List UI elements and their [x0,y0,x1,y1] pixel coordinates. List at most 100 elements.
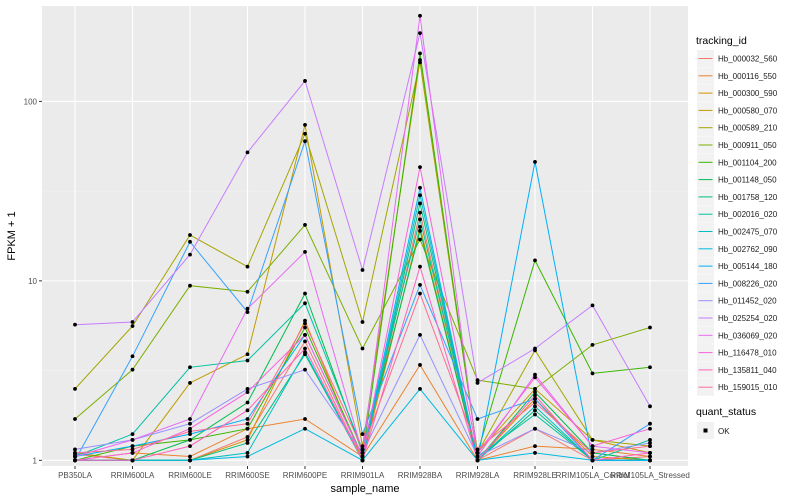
data-point [533,393,537,398]
data-point [188,458,192,463]
data-point [648,365,652,370]
data-point [648,325,652,330]
data-point [475,458,480,463]
data-point [590,342,595,347]
x-tick-label: RRIM600PE [283,471,327,480]
data-point [418,51,422,56]
data-point [188,437,192,442]
data-point [245,454,250,459]
data-point [418,264,422,269]
data-point [245,408,250,413]
x-tick-label: PB350LA [58,471,92,480]
legend-label: Hb_159015_010 [718,383,778,392]
data-point [418,193,422,198]
data-point [360,432,365,437]
data-point [245,421,250,426]
data-point [533,258,537,263]
data-point [648,444,652,449]
data-point [418,31,422,36]
data-point [360,268,365,272]
legend-label: Hb_000589_210 [718,124,778,133]
data-point [303,426,307,431]
data-point [303,122,307,127]
data-point [245,358,250,363]
data-point [360,447,365,452]
data-point [245,352,250,357]
data-point [418,387,422,391]
data-point [533,408,537,413]
data-point [533,372,537,377]
data-point [533,390,537,395]
data-point [245,310,250,314]
legend-label: Hb_135811_040 [718,366,777,375]
data-point [360,454,365,459]
data-point [188,454,192,459]
x-tick-label: RRIM928BA [398,471,443,480]
data-point [533,387,537,391]
data-point [73,458,77,463]
data-point [590,303,595,308]
data-point [533,444,537,449]
legend-shape-label: OK [718,427,730,436]
data-point [475,454,480,459]
legend-label: Hb_011452_020 [718,297,777,306]
data-point [303,339,307,344]
data-point [418,210,422,215]
data-point [245,306,250,311]
legend-label: Hb_036069_020 [718,331,778,340]
data-point [188,252,192,257]
data-point [475,451,480,455]
y-tick-label: 1 [33,456,38,465]
legend-shape-title: quant_status [696,406,756,418]
legend-label: Hb_005144_180 [718,262,778,271]
y-tick-label: 10 [28,277,37,286]
data-point [303,223,307,227]
data-point [590,451,595,455]
data-point [533,451,537,455]
data-point [590,458,595,463]
legend-label: Hb_116478_010 [718,349,777,358]
legend-label: Hb_001758_120 [718,193,778,202]
data-point [648,421,652,426]
legend-label: Hb_001104_200 [718,158,777,167]
legend-items: Hb_000032_560 Hb_000116_550 Hb_000300_590 H… [697,50,778,396]
data-point [188,365,192,370]
data-point [418,201,422,206]
legend: tracking_id Hb_000032_560Hb_000116_550Hb… [696,35,778,439]
data-point [360,346,365,351]
data-point [188,239,192,244]
data-point [418,228,422,233]
data-point [73,454,77,459]
data-point [590,454,595,459]
data-point [130,354,135,359]
data-point [245,417,250,421]
data-point [648,458,652,463]
x-tick-label: RRIM105LA_Control [556,471,630,480]
x-tick-label: RRIM928LE [513,471,557,480]
data-point [130,432,135,437]
data-point [418,363,422,367]
legend-label: Hb_025254_020 [718,314,778,323]
data-point [245,437,250,442]
data-point [188,432,192,437]
data-point [533,346,537,351]
legend-label: Hb_000300_590 [718,89,778,98]
data-point [303,301,307,306]
data-point [303,318,307,323]
data-point [648,451,652,455]
legend-title: tracking_id [696,35,747,47]
data-point [188,381,192,385]
data-point [418,291,422,296]
data-point [418,60,422,65]
data-point [533,426,537,431]
data-point [73,387,77,391]
x-tick-label: RRIM600LE [168,471,212,480]
data-point [130,324,135,328]
data-point [303,321,307,326]
data-point [360,458,365,463]
data-point [245,390,250,395]
data-point [73,417,77,421]
data-point [303,350,307,355]
x-tick-label: RRIM105LA_Stressed [610,471,690,480]
data-point [303,346,307,351]
